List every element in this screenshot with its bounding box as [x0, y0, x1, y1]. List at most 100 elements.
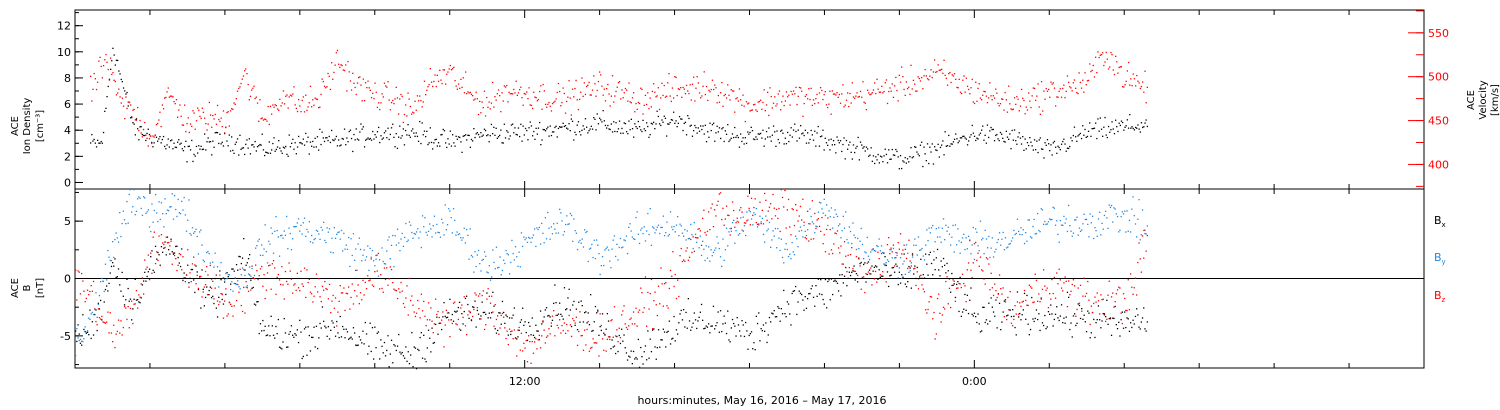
- data-point: [350, 337, 351, 338]
- data-point: [507, 253, 508, 254]
- data-point: [664, 331, 665, 332]
- data-point: [1013, 109, 1014, 110]
- data-point: [1035, 100, 1036, 101]
- data-point: [290, 271, 291, 272]
- data-point: [1119, 335, 1120, 336]
- data-point: [190, 149, 191, 150]
- data-point: [374, 83, 375, 84]
- data-point: [796, 210, 797, 211]
- data-point: [585, 118, 586, 119]
- data-point: [968, 236, 969, 237]
- data-point: [1121, 66, 1122, 67]
- data-point: [777, 228, 778, 229]
- data-point: [410, 354, 411, 355]
- data-point: [503, 100, 504, 101]
- data-point: [267, 272, 268, 273]
- data-point: [299, 105, 300, 106]
- data-point: [1076, 217, 1077, 218]
- data-point: [974, 136, 975, 137]
- data-point: [944, 265, 945, 266]
- data-point: [178, 139, 179, 140]
- data-point: [602, 256, 603, 257]
- data-point: [733, 323, 734, 324]
- data-point: [492, 249, 493, 250]
- data-point: [1119, 123, 1120, 124]
- data-point: [869, 270, 870, 271]
- data-point: [532, 317, 533, 318]
- data-point: [827, 217, 828, 218]
- data-point: [351, 138, 352, 139]
- data-point: [674, 123, 675, 124]
- data-point: [938, 227, 939, 228]
- data-point: [561, 102, 562, 103]
- data-point: [1098, 305, 1099, 306]
- data-point: [1026, 295, 1027, 296]
- data-point: [417, 95, 418, 96]
- data-point: [606, 329, 607, 330]
- data-point: [355, 248, 356, 249]
- data-point: [333, 252, 334, 253]
- data-point: [359, 76, 360, 77]
- data-point: [645, 276, 646, 277]
- data-point: [667, 123, 668, 124]
- data-point: [95, 292, 96, 293]
- data-point: [498, 136, 499, 137]
- data-point: [239, 86, 240, 87]
- data-point: [1137, 262, 1138, 263]
- data-point: [794, 254, 795, 255]
- data-point: [833, 140, 834, 141]
- data-point: [1073, 315, 1074, 316]
- data-point: [1055, 298, 1056, 299]
- data-point: [899, 168, 900, 169]
- data-point: [477, 254, 478, 255]
- data-point: [912, 88, 913, 89]
- data-point: [439, 232, 440, 233]
- data-point: [733, 210, 734, 211]
- data-point: [781, 308, 782, 309]
- data-point: [921, 278, 922, 279]
- data-point: [1073, 233, 1074, 234]
- data-point: [769, 87, 770, 88]
- data-point: [199, 116, 200, 117]
- data-point: [397, 148, 398, 149]
- data-point: [330, 330, 331, 331]
- data-point: [257, 301, 258, 302]
- data-point: [764, 146, 765, 147]
- data-point: [395, 345, 396, 346]
- data-point: [185, 277, 186, 278]
- data-point: [1045, 290, 1046, 291]
- data-point: [858, 248, 859, 249]
- data-point: [1110, 317, 1111, 318]
- data-point: [902, 263, 903, 264]
- data-point: [104, 322, 105, 323]
- data-point: [1095, 322, 1096, 323]
- data-point: [143, 196, 144, 197]
- data-point: [247, 285, 248, 286]
- data-point: [818, 279, 819, 280]
- data-point: [294, 283, 295, 284]
- data-point: [445, 204, 446, 205]
- data-point: [765, 322, 766, 323]
- data-point: [303, 222, 304, 223]
- data-point: [218, 304, 219, 305]
- data-point: [702, 320, 703, 321]
- data-point: [909, 156, 910, 157]
- data-point: [930, 69, 931, 70]
- data-point: [928, 79, 929, 80]
- data-point: [629, 223, 630, 224]
- data-point: [642, 120, 643, 121]
- data-point: [813, 140, 814, 141]
- data-point: [1116, 126, 1117, 127]
- data-point: [878, 89, 879, 90]
- data-point: [509, 273, 510, 274]
- data-point: [184, 272, 185, 273]
- data-point: [765, 200, 766, 201]
- data-point: [455, 312, 456, 313]
- data-point: [656, 304, 657, 305]
- data-point: [817, 226, 818, 227]
- data-point: [772, 313, 773, 314]
- data-point: [560, 332, 561, 333]
- data-point: [197, 271, 198, 272]
- data-point: [607, 313, 608, 314]
- data-point: [720, 192, 721, 193]
